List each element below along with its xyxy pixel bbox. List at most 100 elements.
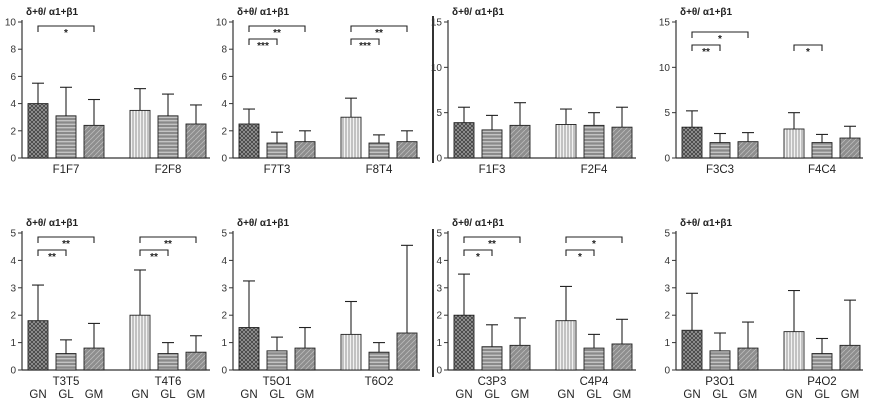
significance-bracket [139,249,169,256]
y-tick-label: 3 [664,283,670,294]
group-label-F1F3: F1F3 [479,164,506,176]
group-label-T3T5: T3T5 [53,376,80,388]
category-label: GL [160,389,176,401]
significance-label: ** [702,47,710,58]
bar-T6O2-GL [368,351,390,371]
bar-F3C3-GM [737,141,759,159]
category-label: GM [187,389,206,401]
significance-label: ** [273,28,281,39]
y-axis-label: δ+θ/ α1+β1 [26,7,79,18]
y-tick-label: 1 [436,338,442,349]
category-label: GN [131,389,148,401]
group-label-F2F8: F2F8 [155,164,182,176]
category-label: GM [841,389,860,401]
y-tick-label: 10 [216,18,228,29]
bar-C3P3-GN [453,314,475,371]
row-category-labels-panel-6: GN GL GM [240,389,314,401]
y-tick-label: 5 [436,229,442,240]
group-label-F4C4: F4C4 [808,164,837,176]
significance-label: * [578,252,582,263]
bar-F2F8-GN [129,109,151,159]
group-label-F7T3: F7T3 [264,164,291,176]
significance-label: ** [48,252,56,263]
significance-label: * [64,28,68,39]
significance-label: * [476,252,480,263]
y-tick-label: 5 [221,229,227,240]
y-tick-label: 2 [221,126,227,137]
y-tick-label: 6 [10,72,16,83]
bar-P4O2-GL [811,353,833,371]
bar-C4P4-GN [555,320,577,371]
category-label: GN [240,389,257,401]
y-tick-label: 10 [431,63,443,74]
group-label-F1F7: F1F7 [53,164,80,176]
y-tick-label: 0 [664,366,670,377]
category-label: GM [739,389,758,401]
bar-F8T4-GM [396,141,418,159]
significance-label: ** [62,239,70,250]
y-tick-label: 4 [221,99,227,110]
bar-F1F3-GL [481,129,503,159]
y-tick-label: 0 [221,154,227,165]
bar-P3O1-GN [681,329,703,371]
y-tick-label: 1 [664,338,670,349]
significance-label: * [592,239,596,250]
y-tick-label: 0 [221,366,227,377]
y-tick-label: 5 [10,229,16,240]
significance-label: *** [257,41,269,52]
y-tick-label: 4 [10,256,16,267]
significance-label: * [718,34,722,45]
significance-bracket [463,236,521,243]
group-label-T5O1: T5O1 [263,376,292,388]
bar-T5O1-GN [238,327,260,371]
category-label: GL [484,389,500,401]
bar-F7T3-GM [294,141,316,159]
y-tick-label: 15 [431,18,443,29]
group-label-P3O1: P3O1 [705,376,734,388]
category-label: GM [85,389,104,401]
chart-panel-5: δ+θ/ α1+β1 0 1 2 3 4 5 T3T5 T4T6 ** ** ** ** [10,218,210,388]
group-label-T6O2: T6O2 [365,376,394,388]
bar-C3P3-GL [481,346,503,371]
y-tick-label: 3 [10,283,16,294]
y-tick-label: 0 [10,366,16,377]
y-tick-label: 4 [436,256,442,267]
group-label-F8T4: F8T4 [366,164,393,176]
y-tick-label: 8 [10,45,16,56]
bar-T3T5-GL [55,353,77,371]
bar-F3C3-GL [709,142,731,159]
significance-label: *** [359,41,371,52]
y-tick-label: 5 [664,229,670,240]
significance-bracket [350,38,380,45]
y-axis-label: δ+θ/ α1+β1 [452,7,505,18]
category-label: GL [586,389,602,401]
bar-F7T3-GL [266,142,288,159]
bar-T6O2-GN [340,333,362,371]
significance-label: ** [164,239,172,250]
significance-bracket [248,25,306,32]
y-axis-label: δ+θ/ α1+β1 [26,218,79,229]
category-label: GL [58,389,74,401]
bar-T4T6-GM [185,351,207,371]
y-tick-label: 10 [5,18,17,29]
bar-T4T6-GN [129,314,151,371]
bar-F2F4-GN [555,124,577,159]
significance-bracket [463,249,493,256]
y-axis-label: δ+θ/ α1+β1 [680,218,733,229]
significance-label: ** [150,252,158,263]
y-tick-label: 5 [436,108,442,119]
bar-F7T3-GN [238,123,260,159]
bar-P4O2-GN [783,331,805,371]
bar-P3O1-GM [737,347,759,371]
y-tick-label: 4 [10,99,16,110]
group-label-T4T6: T4T6 [155,376,182,388]
y-tick-label: 2 [10,311,16,322]
y-tick-label: 0 [10,154,16,165]
significance-bracket [37,249,67,256]
y-tick-label: 10 [659,63,671,74]
group-label-P4O2: P4O2 [807,376,836,388]
significance-bracket [565,236,623,243]
